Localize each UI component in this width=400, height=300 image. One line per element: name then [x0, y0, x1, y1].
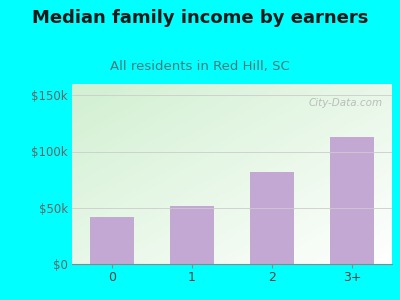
- Bar: [90, 217, 134, 264]
- Bar: [170, 206, 214, 264]
- Bar: [330, 137, 374, 264]
- Text: Median family income by earners: Median family income by earners: [32, 9, 368, 27]
- Bar: [250, 172, 294, 264]
- Text: City-Data.com: City-Data.com: [308, 98, 382, 108]
- Text: All residents in Red Hill, SC: All residents in Red Hill, SC: [110, 60, 290, 73]
